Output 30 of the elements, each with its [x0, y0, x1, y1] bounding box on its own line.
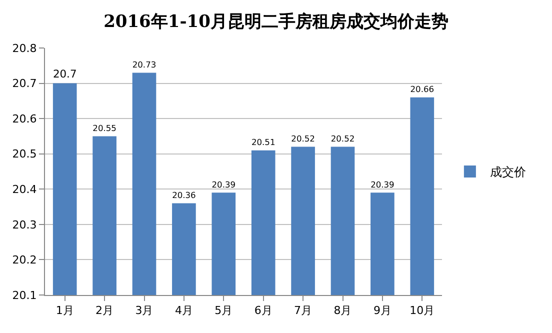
x-tick-label: 6月 — [254, 304, 272, 318]
x-tick-label: 1月 — [56, 304, 74, 318]
data-label: 20.66 — [410, 84, 434, 94]
chart-title: 2016年1-10月昆明二手房租房成交均价走势 — [104, 12, 448, 32]
x-tick-label: 10月 — [410, 304, 435, 318]
x-tick-label: 2月 — [96, 304, 114, 318]
data-label: 20.55 — [92, 122, 116, 133]
data-label: 20.7 — [52, 67, 77, 80]
x-tick-label: 7月 — [294, 304, 312, 318]
data-label: 20.36 — [172, 190, 196, 200]
x-tick-label: 3月 — [135, 304, 154, 318]
x-tick-label: 9月 — [373, 304, 392, 318]
data-label: 20.52 — [291, 134, 315, 144]
data-label: 20.51 — [251, 137, 276, 148]
y-tick-label: 20.3 — [12, 218, 37, 232]
y-tick-label: 20.4 — [12, 182, 37, 196]
data-label: 20.39 — [370, 179, 394, 190]
y-tick-label: 20.2 — [12, 254, 37, 267]
y-tick-label: 20.6 — [12, 112, 37, 126]
data-label: 20.39 — [212, 179, 236, 190]
data-label: 20.52 — [330, 134, 355, 144]
y-tick-label: 20.5 — [12, 148, 37, 161]
legend-label: 成交价 — [490, 165, 526, 180]
x-tick-label: 5月 — [214, 304, 233, 318]
x-tick-label: 4月 — [174, 304, 193, 318]
y-tick-label: 20.7 — [12, 77, 37, 90]
y-tick-label: 20.1 — [12, 288, 37, 302]
data-label: 20.73 — [132, 59, 156, 70]
y-tick-label: 20.8 — [12, 42, 37, 55]
x-tick-label: 8月 — [334, 304, 352, 318]
